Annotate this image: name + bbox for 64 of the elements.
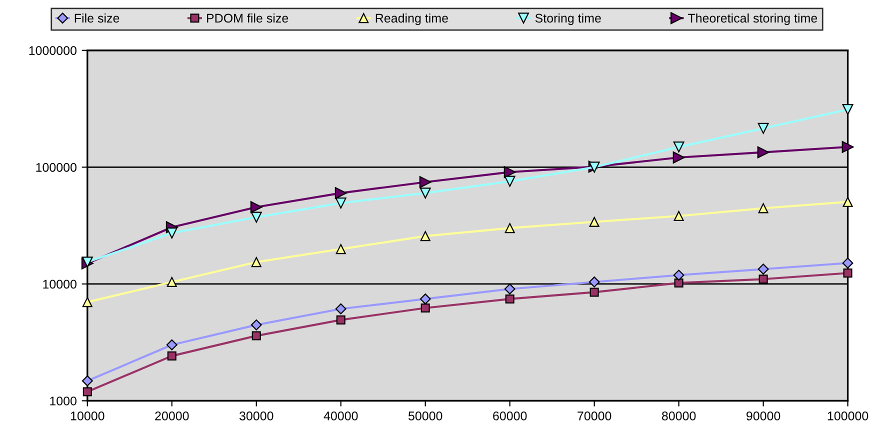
point [758,203,768,214]
point [250,319,262,330]
point [758,274,768,284]
point [504,176,516,187]
legend-label: File size [74,13,120,23]
point [758,122,769,134]
legend-label: Storing time [535,13,601,26]
point [757,146,770,158]
point [842,140,854,153]
point [673,141,684,152]
point [335,303,346,314]
point [504,223,515,234]
point [252,331,261,340]
point [166,339,178,350]
x-tick-label: 90000 [746,412,780,420]
point [842,196,853,207]
point [250,201,262,214]
point [334,187,347,200]
point [420,188,431,199]
y-tick-label: 1000000 [29,46,76,56]
point [505,294,514,304]
x-tick-label: 70000 [578,412,612,420]
point [336,315,346,324]
x-tick-label: 50000 [408,412,442,420]
point [758,264,769,275]
legend-label: Reading time [376,13,448,26]
point [420,303,430,312]
point [336,244,346,254]
y-tick-label: 100000 [36,162,76,172]
point [842,258,854,269]
point [167,351,176,360]
point [673,270,684,281]
x-tick-label: 30000 [239,412,274,420]
point [843,268,852,278]
point [82,297,92,308]
point [504,284,516,294]
point [250,212,262,223]
x-tick-label: 80000 [662,412,696,420]
x-tick-label: 60000 [493,412,527,420]
legend-label: Theoretical storing time [688,13,818,26]
point [335,198,346,209]
point [166,228,178,239]
point [674,278,684,288]
x-tick-label: 40000 [324,412,358,420]
y-tick-label: 1000 [50,396,76,406]
x-tick-label: 100000 [828,412,868,420]
point [420,231,430,242]
x-tick-label: 20000 [155,412,189,420]
point [420,294,431,304]
point [590,288,599,297]
point [842,104,854,115]
point [589,216,600,227]
x-tick-label: 10000 [70,412,104,420]
point [82,387,92,396]
point [674,210,684,221]
point [419,176,432,188]
point [672,152,685,164]
point [504,166,516,178]
point [166,276,177,287]
legend-label: PDOM file size [207,13,288,23]
point [251,257,262,268]
point [82,375,93,386]
y-tick-label: 10000 [43,280,76,289]
point [588,276,600,288]
